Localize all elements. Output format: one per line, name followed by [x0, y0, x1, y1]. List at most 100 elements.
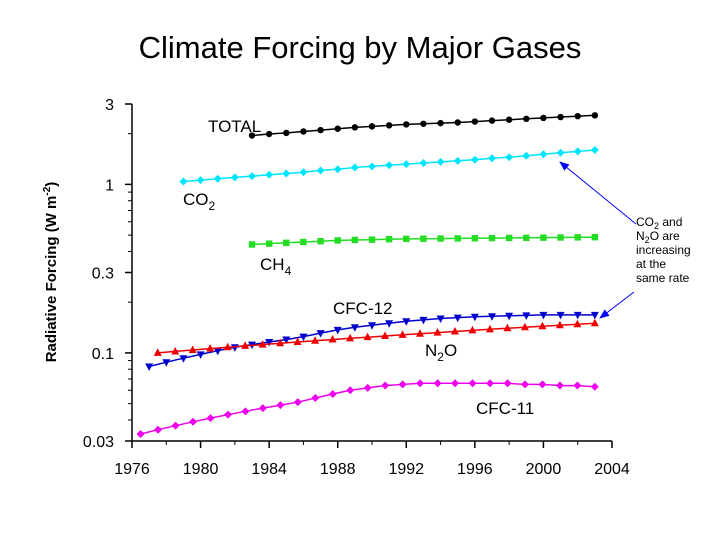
data-point	[154, 425, 163, 434]
series-co2	[179, 146, 599, 186]
data-point	[316, 166, 325, 175]
data-point	[488, 154, 496, 163]
data-point	[437, 119, 444, 127]
data-point	[503, 323, 512, 332]
data-point	[333, 326, 342, 335]
data-point	[556, 148, 565, 157]
data-point	[470, 155, 479, 164]
data-point	[555, 320, 564, 329]
data-point	[398, 330, 407, 338]
data-point	[539, 311, 548, 320]
data-point	[276, 401, 285, 410]
data-point	[293, 398, 302, 407]
data-point	[573, 311, 582, 320]
data-point	[196, 176, 205, 185]
data-point	[248, 241, 256, 248]
data-point	[485, 324, 494, 333]
data-point	[505, 116, 513, 123]
data-point	[265, 130, 273, 138]
series-label-n2o: N2O	[425, 341, 457, 364]
data-point	[468, 325, 477, 334]
series-label-co2: CO2	[183, 190, 216, 213]
data-point	[153, 348, 162, 356]
data-point	[283, 239, 290, 247]
data-point	[223, 342, 232, 351]
data-point	[385, 320, 394, 328]
data-point	[557, 234, 564, 241]
series-label-cfc-11: CFC-11	[476, 399, 534, 418]
x-tick-label: 1984	[251, 461, 287, 478]
data-point	[538, 380, 547, 389]
data-point	[522, 151, 531, 160]
data-point	[293, 337, 302, 346]
data-point	[523, 115, 530, 123]
data-point	[416, 379, 425, 388]
x-tick-label: 1996	[457, 461, 493, 478]
data-point	[299, 168, 308, 177]
y-tick-label: 0.3	[92, 266, 114, 283]
data-point	[540, 234, 547, 241]
data-point	[520, 380, 529, 389]
data-point	[488, 313, 496, 321]
data-point	[436, 157, 445, 166]
data-point	[591, 233, 599, 241]
data-point	[333, 165, 342, 174]
data-point	[488, 234, 496, 242]
data-point	[196, 351, 205, 359]
data-point	[265, 240, 273, 247]
x-tick-label: 1992	[388, 461, 424, 478]
data-point	[311, 393, 320, 402]
data-point	[420, 235, 427, 242]
data-point	[574, 112, 581, 120]
data-point	[468, 379, 477, 388]
data-point	[213, 347, 222, 356]
annotation-line: increasing	[636, 243, 691, 257]
data-point	[334, 125, 341, 132]
data-point	[471, 235, 479, 242]
data-point	[299, 333, 308, 342]
data-point	[520, 322, 529, 331]
data-point	[590, 382, 599, 391]
x-tick-label: 1980	[183, 461, 219, 478]
data-point	[381, 331, 390, 339]
chart-title: Climate Forcing by Major Gases	[138, 30, 582, 65]
series-cfc-12	[145, 311, 599, 372]
data-point	[419, 316, 428, 325]
data-point	[454, 119, 461, 126]
data-point	[346, 386, 355, 395]
data-point	[556, 311, 565, 320]
x-tick-label: 2004	[594, 461, 630, 478]
data-point	[433, 379, 442, 388]
data-point	[282, 336, 291, 345]
data-point	[276, 338, 285, 347]
data-point	[188, 417, 197, 426]
data-point	[363, 332, 372, 341]
data-point	[591, 112, 599, 119]
data-point	[420, 120, 427, 127]
annotation-line: CO2 and	[636, 215, 682, 231]
data-point	[300, 128, 307, 135]
series-labels: TOTAL CO2 CH4 CFC-12 N2O CFC-11	[183, 117, 534, 418]
data-point	[505, 153, 514, 162]
data-point	[385, 122, 393, 129]
series-label-cfc-12: CFC-12	[333, 299, 393, 318]
data-point	[350, 324, 359, 332]
data-point	[368, 123, 376, 130]
data-point	[540, 114, 547, 122]
data-point	[213, 174, 222, 183]
data-point	[419, 158, 428, 167]
y-tick-label: 1	[105, 177, 114, 194]
data-point	[248, 132, 256, 139]
data-point	[573, 319, 582, 328]
series-line	[157, 322, 595, 354]
data-point	[450, 326, 459, 335]
data-point	[368, 322, 376, 330]
data-point	[453, 314, 462, 323]
data-point	[317, 126, 324, 134]
data-point	[223, 410, 232, 419]
annotation-line: same rate	[636, 271, 690, 285]
data-point	[385, 235, 393, 243]
data-point	[486, 379, 495, 388]
data-point	[363, 383, 372, 392]
